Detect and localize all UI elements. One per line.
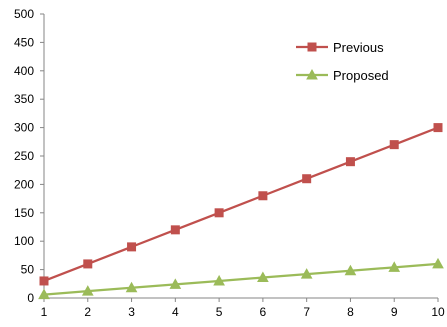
x-tick-label: 7 [303, 305, 310, 319]
data-point-proposed [213, 274, 225, 286]
y-tick-label: 300 [14, 121, 34, 135]
data-point-previous [302, 174, 312, 184]
legend: Previous Proposed [296, 40, 389, 83]
series-proposed [38, 257, 444, 300]
legend-item-proposed: Proposed [296, 68, 389, 83]
x-tick-label: 1 [41, 305, 48, 319]
series-line-proposed [43, 262, 439, 296]
y-tick-label: 450 [14, 35, 34, 49]
y-tick-label: 250 [14, 149, 34, 163]
y-tick-label: 500 [14, 7, 34, 21]
data-point-proposed [388, 261, 401, 272]
data-point-proposed [432, 257, 444, 269]
legend-label: Previous [333, 40, 384, 55]
series-group [38, 123, 444, 300]
data-point-previous [389, 140, 399, 150]
y-tick-label: 200 [14, 177, 34, 191]
y-tick-label: 50 [21, 263, 35, 277]
x-tick-label: 3 [128, 305, 135, 319]
data-point-proposed [81, 285, 94, 296]
data-point-previous [433, 123, 443, 133]
data-point-proposed [344, 264, 357, 276]
x-axis-ticks: 1 2 3 4 5 6 7 8 9 10 [41, 298, 445, 319]
y-tick-label: 150 [14, 206, 34, 220]
series-previous [39, 123, 443, 286]
y-tick-label: 100 [14, 234, 34, 248]
data-point-proposed [38, 288, 50, 300]
x-tick-label: 9 [391, 305, 398, 319]
data-point-previous [127, 242, 137, 252]
data-point-proposed [257, 271, 269, 283]
x-tick-label: 4 [172, 305, 179, 319]
data-point-previous [39, 276, 49, 286]
legend-marker [306, 68, 318, 80]
y-tick-label: 350 [14, 92, 34, 106]
legend-marker [307, 42, 317, 52]
legend-label: Proposed [333, 68, 389, 83]
data-point-proposed [169, 278, 182, 289]
data-point-previous [83, 259, 93, 269]
data-point-proposed [125, 281, 138, 293]
data-point-previous [214, 208, 224, 218]
x-tick-label: 8 [347, 305, 354, 319]
y-tick-label: 400 [14, 64, 34, 78]
data-point-proposed [300, 268, 313, 279]
x-tick-label: 2 [84, 305, 91, 319]
data-point-previous [170, 225, 180, 235]
x-tick-label: 10 [431, 305, 445, 319]
axes [43, 14, 438, 299]
x-tick-label: 6 [260, 305, 267, 319]
data-point-previous [345, 157, 355, 167]
x-tick-label: 5 [216, 305, 223, 319]
y-tick-label: 0 [27, 291, 34, 305]
y-axis-ticks: 0 50 100 150 200 250 300 350 400 450 500 [14, 7, 44, 305]
data-point-previous [258, 191, 268, 201]
legend-item-previous: Previous [296, 40, 384, 55]
series-line-previous [43, 126, 439, 283]
